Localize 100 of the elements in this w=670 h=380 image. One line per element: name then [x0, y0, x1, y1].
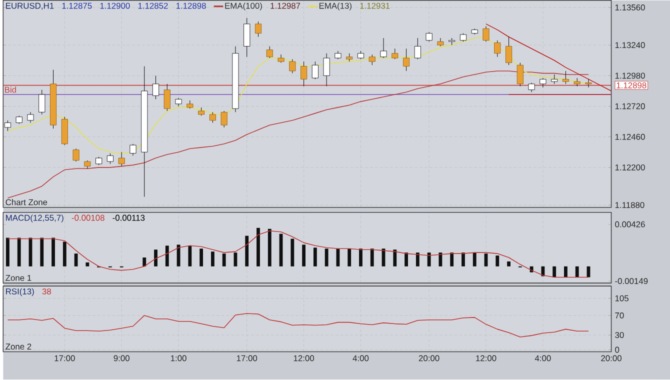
- x-tick-label: 17:00: [236, 355, 258, 362]
- candlestick: [323, 53, 330, 87]
- bar: [427, 252, 431, 267]
- bar: [404, 252, 408, 267]
- y-tick-label: 1.13240: [615, 42, 645, 48]
- candlestick: [220, 110, 228, 128]
- bar: [564, 266, 568, 278]
- candlestick: [289, 59, 296, 74]
- legend-label: EMA(13): [319, 2, 352, 11]
- bar: [188, 246, 192, 267]
- annotation: 1.12898: [176, 3, 206, 9]
- candlestick: [368, 54, 376, 66]
- annotation: 1.12875: [62, 3, 92, 9]
- bar: [165, 246, 169, 267]
- candlestick: [130, 144, 136, 156]
- annotation: -0.00108: [72, 215, 104, 221]
- y-tick-label: 1.11880: [615, 202, 644, 208]
- x-tick-label: 9:00: [114, 355, 130, 362]
- bar: [17, 238, 21, 267]
- bar: [142, 258, 146, 267]
- annotation: 1.12852: [138, 3, 168, 9]
- bar: [496, 256, 500, 267]
- y-tick-label: 70: [615, 312, 624, 319]
- bar: [154, 250, 158, 267]
- candlestick: [494, 40, 501, 58]
- y-tick-label: 1.12898: [616, 82, 646, 89]
- bar: [313, 248, 317, 267]
- candlestick: [266, 46, 273, 58]
- x-tick-label: 17:00: [54, 355, 75, 362]
- candlestick: [312, 62, 318, 80]
- candlestick: [562, 70, 569, 84]
- y-tick-label: 105: [615, 296, 628, 302]
- candlestick: [38, 90, 46, 115]
- annotation: Chart Zone: [6, 199, 48, 206]
- annotation: 38: [42, 288, 51, 295]
- bar: [348, 248, 352, 267]
- bar: [552, 266, 556, 278]
- bar: [6, 238, 10, 267]
- bar: [62, 242, 66, 267]
- candlestick: [403, 48, 410, 72]
- bar: [290, 238, 294, 267]
- candlestick: [426, 32, 432, 42]
- candlestick: [414, 38, 421, 60]
- x-tick-label: 20:00: [418, 355, 440, 362]
- bar: [210, 252, 214, 267]
- y-tick-label: -0.00149: [615, 278, 648, 284]
- candlestick: [392, 48, 398, 60]
- candlestick: [4, 120, 11, 132]
- candlestick: [437, 38, 444, 47]
- y-tick-label: 1.13560: [615, 4, 645, 11]
- bar: [268, 229, 272, 267]
- bar: [507, 262, 510, 267]
- bar: [74, 254, 78, 267]
- candlestick: [551, 74, 558, 84]
- bar: [416, 252, 420, 267]
- bar: [222, 254, 226, 267]
- bar: [324, 248, 328, 267]
- x-tick-label: 12:00: [476, 355, 496, 362]
- candlestick: [244, 18, 250, 58]
- candlestick: [27, 112, 34, 124]
- bar: [40, 238, 44, 267]
- y-tick-label: 1.12720: [615, 103, 645, 110]
- chart-title: MACD(12,55,7): [6, 214, 64, 223]
- bar: [302, 244, 306, 267]
- y-tick-label: 1.12980: [615, 72, 645, 79]
- bar: [52, 238, 55, 267]
- candlestick: [528, 82, 535, 93]
- annotation: Zone 1: [6, 275, 32, 282]
- bar: [370, 248, 374, 267]
- annotation: 1.12931: [360, 3, 390, 9]
- y-tick-label: 1.12460: [615, 134, 645, 140]
- bar: [438, 252, 442, 267]
- candlestick: [118, 152, 125, 167]
- candlestick: [209, 112, 216, 124]
- y-tick-label: 0.00426: [615, 222, 645, 228]
- bar: [245, 236, 249, 267]
- candlestick: [164, 84, 170, 112]
- candlestick: [380, 38, 387, 58]
- ref-line-label: Bid: [5, 86, 16, 93]
- candlestick: [482, 26, 490, 42]
- y-tick-label: 30: [615, 332, 624, 338]
- y-tick-label: 1.12200: [615, 164, 645, 171]
- x-tick-label: 4:00: [534, 355, 551, 362]
- chart-title: EURUSD,H1: [6, 3, 54, 10]
- candlestick: [254, 22, 262, 38]
- chart-title: RSI(13): [6, 288, 34, 296]
- candlestick: [72, 148, 80, 162]
- y-tick-label: 0: [615, 347, 620, 353]
- bar: [256, 228, 260, 267]
- bar: [541, 266, 545, 276]
- candlestick: [300, 62, 308, 87]
- bar: [472, 252, 476, 267]
- bar: [86, 262, 90, 267]
- x-tick-label: 1:00: [170, 355, 186, 362]
- candlestick: [152, 76, 160, 100]
- x-tick-label: 4:00: [352, 355, 369, 362]
- legend-label: EMA(100): [225, 2, 262, 11]
- x-tick-label: 12:00: [294, 355, 314, 362]
- candlestick: [516, 62, 524, 87]
- bar: [393, 250, 397, 267]
